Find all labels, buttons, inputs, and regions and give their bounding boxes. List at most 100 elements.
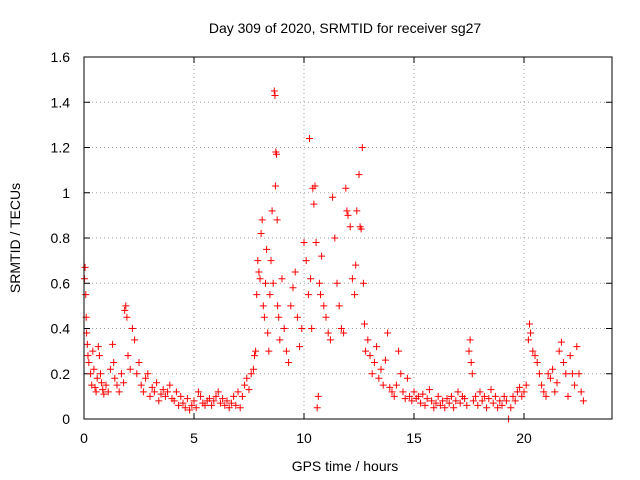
data-point xyxy=(263,245,271,253)
data-point xyxy=(364,336,372,344)
data-point xyxy=(485,395,493,403)
data-point xyxy=(225,404,233,412)
data-point xyxy=(544,370,552,378)
data-point xyxy=(351,291,359,299)
data-point xyxy=(414,392,422,400)
data-point xyxy=(564,392,572,400)
y-tick-label: 0.4 xyxy=(51,321,71,337)
data-point xyxy=(181,404,189,412)
data-point xyxy=(274,302,282,310)
data-point xyxy=(456,399,464,407)
data-point xyxy=(99,386,107,394)
data-point xyxy=(269,279,277,287)
data-point xyxy=(123,313,131,321)
data-point xyxy=(98,379,106,387)
data-point xyxy=(273,150,280,158)
data-point xyxy=(524,336,532,344)
data-point xyxy=(331,234,339,242)
data-point xyxy=(359,279,367,287)
data-point xyxy=(555,347,563,355)
data-point xyxy=(306,134,313,142)
data-point xyxy=(379,381,387,389)
data-point xyxy=(252,347,260,355)
data-point xyxy=(128,325,136,332)
y-tick-label: 0.2 xyxy=(51,366,71,382)
data-point xyxy=(210,397,218,405)
x-axis-label: GPS time / hours xyxy=(292,458,399,474)
data-point xyxy=(94,343,102,351)
data-point xyxy=(472,392,480,400)
data-point xyxy=(386,383,394,391)
data-point xyxy=(271,182,279,190)
data-point xyxy=(370,358,378,366)
data-point xyxy=(230,392,238,400)
data-point xyxy=(403,374,411,382)
data-point xyxy=(447,392,455,400)
data-point xyxy=(153,379,161,387)
data-point xyxy=(255,268,263,276)
data-point xyxy=(450,404,458,412)
data-point xyxy=(513,388,521,396)
data-point xyxy=(291,268,299,276)
data-point xyxy=(84,352,92,360)
data-point xyxy=(241,381,249,389)
data-point xyxy=(474,401,482,409)
y-tick-label: 0 xyxy=(62,411,70,427)
data-point xyxy=(527,329,535,337)
data-point xyxy=(560,358,568,366)
x-tick-label: 20 xyxy=(516,430,532,446)
data-point xyxy=(540,388,548,396)
data-point xyxy=(190,397,198,405)
data-point xyxy=(212,392,220,400)
data-point xyxy=(312,239,320,247)
data-point xyxy=(264,329,272,337)
data-point xyxy=(219,395,227,403)
data-point xyxy=(278,275,286,283)
data-point xyxy=(466,336,474,344)
y-tick-label: 1 xyxy=(62,185,70,201)
data-point xyxy=(421,401,429,409)
data-point xyxy=(150,388,158,396)
data-point xyxy=(308,325,316,332)
data-point xyxy=(273,216,281,224)
data-point xyxy=(113,381,121,389)
data-point xyxy=(124,352,132,360)
data-point xyxy=(487,386,495,394)
data-point xyxy=(245,386,253,394)
data-point xyxy=(478,397,486,405)
data-point xyxy=(304,291,312,299)
data-point xyxy=(300,239,308,247)
data-point xyxy=(161,392,169,400)
data-point xyxy=(439,397,447,405)
data-point xyxy=(419,390,427,398)
data-point xyxy=(148,383,156,391)
data-point xyxy=(423,395,431,403)
data-point xyxy=(302,257,310,265)
data-point xyxy=(568,370,576,378)
data-point xyxy=(344,211,352,219)
data-point xyxy=(223,397,231,405)
data-point xyxy=(502,397,510,405)
data-point xyxy=(197,392,205,400)
data-point xyxy=(188,401,196,409)
data-point xyxy=(496,397,504,405)
data-point xyxy=(91,383,99,391)
data-point xyxy=(142,374,150,382)
data-point xyxy=(468,370,476,378)
data-point xyxy=(133,370,141,378)
data-point xyxy=(266,291,274,299)
data-point xyxy=(155,397,163,405)
data-point xyxy=(320,302,328,310)
data-point xyxy=(120,379,128,387)
y-axis-label: SRMTID / TECUs xyxy=(7,183,23,293)
data-point xyxy=(208,401,216,409)
data-point xyxy=(282,347,290,355)
data-point xyxy=(408,397,416,405)
chart-title: Day 309 of 2020, SRMTID for receiver sg2… xyxy=(209,20,482,36)
data-point xyxy=(315,279,323,287)
data-point xyxy=(93,374,101,382)
data-point xyxy=(358,144,366,151)
grid-lines xyxy=(84,57,612,419)
data-point xyxy=(257,229,265,237)
data-point xyxy=(489,399,497,407)
